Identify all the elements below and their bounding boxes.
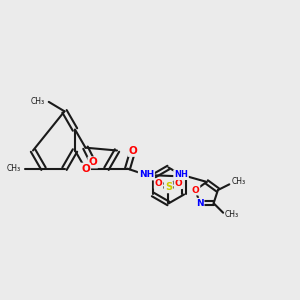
Text: O: O — [128, 146, 137, 156]
Text: O: O — [88, 158, 97, 167]
Text: S: S — [165, 182, 172, 192]
Text: O: O — [81, 164, 90, 174]
Text: O: O — [155, 179, 162, 188]
Text: CH₃: CH₃ — [231, 177, 245, 186]
Text: N: N — [196, 199, 204, 208]
Text: CH₃: CH₃ — [31, 98, 45, 106]
Text: CH₃: CH₃ — [7, 164, 21, 173]
Text: O: O — [175, 179, 182, 188]
Text: NH: NH — [139, 170, 154, 179]
Text: NH: NH — [174, 170, 188, 179]
Text: CH₃: CH₃ — [225, 210, 239, 219]
Text: O: O — [192, 185, 200, 194]
